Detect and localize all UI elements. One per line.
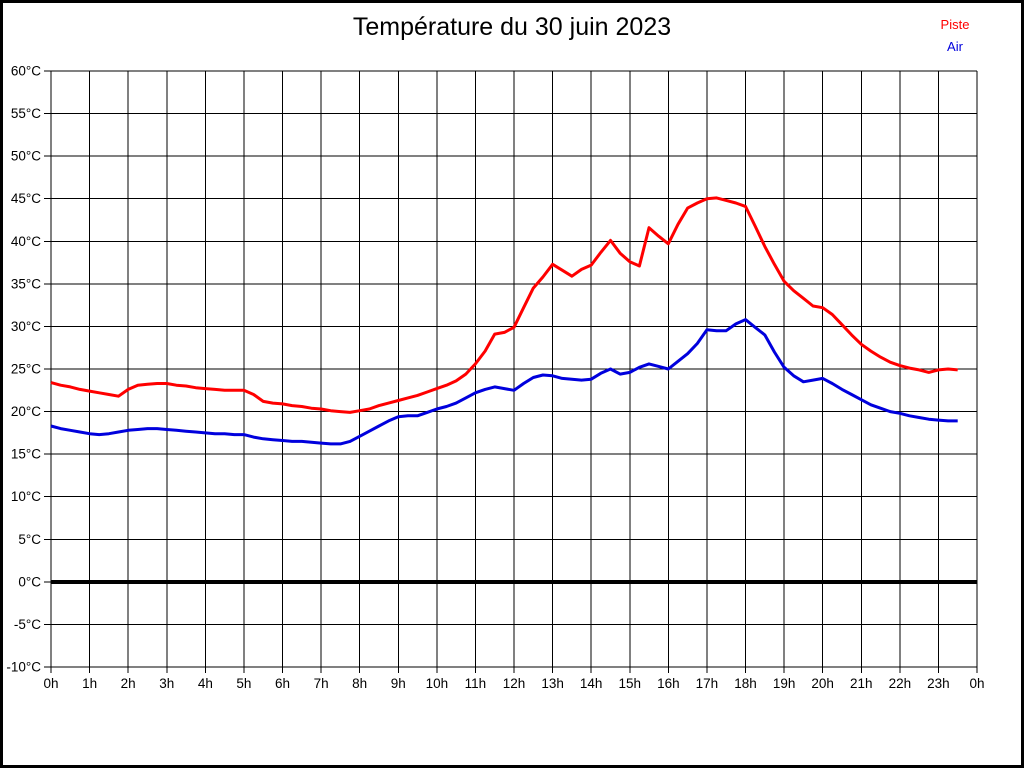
y-axis-tick-label: 50°C bbox=[11, 149, 41, 164]
chart-title: Température du 30 juin 2023 bbox=[352, 13, 672, 41]
x-axis-tick-label: 21h bbox=[850, 676, 873, 691]
y-axis-tick-label: 35°C bbox=[11, 276, 41, 291]
x-axis-tick-label: 11h bbox=[465, 676, 487, 691]
grid bbox=[44, 70, 978, 673]
y-axis-tick-label: -10°C bbox=[6, 660, 41, 675]
x-axis-tick-label: 12h bbox=[503, 676, 526, 691]
x-axis-tick-label: 18h bbox=[734, 676, 757, 691]
axis-labels: 0h 1h 2h 3h 4h 5h 6h 7h 8h 9h 10h 11h 12h 13h 14h 15h 16… bbox=[6, 64, 984, 692]
chart-legend: Piste Air bbox=[923, 14, 987, 58]
x-axis-tick-label: 3h bbox=[159, 676, 174, 691]
air-line bbox=[50, 318, 958, 446]
x-axis-tick-label: 2h bbox=[121, 676, 136, 691]
x-axis-tick-label: 14h bbox=[580, 676, 603, 691]
x-axis-tick-label: 0h bbox=[43, 676, 58, 691]
y-axis-tick-label: 55°C bbox=[11, 106, 41, 121]
piste-line bbox=[50, 196, 958, 414]
legend-item-air: Air bbox=[947, 39, 963, 54]
x-axis-tick-label: 6h bbox=[275, 676, 290, 691]
x-axis-tick-label: 13h bbox=[541, 676, 564, 691]
x-axis-tick-label: 20h bbox=[811, 676, 834, 691]
x-axis-tick-label: 19h bbox=[773, 676, 796, 691]
x-axis-tick-label: 0h bbox=[969, 676, 984, 691]
x-axis-tick-label: 7h bbox=[314, 676, 329, 691]
temperature-line-chart: 0h 1h 2h 3h 4h 5h 6h 7h 8h 9h 10h 11h 12h 13h 14h 15h 16… bbox=[6, 64, 984, 692]
x-axis-tick-label: 23h bbox=[927, 676, 950, 691]
x-axis-tick-label: 5h bbox=[236, 676, 251, 691]
y-axis-tick-label: 15°C bbox=[11, 447, 41, 462]
x-axis-tick-label: 8h bbox=[352, 676, 367, 691]
y-axis-tick-label: 20°C bbox=[11, 404, 41, 419]
y-axis-tick-label: 60°C bbox=[11, 64, 41, 79]
x-axis-tick-label: 16h bbox=[657, 676, 680, 691]
y-axis-tick-label: -5°C bbox=[14, 617, 41, 632]
x-axis-tick-label: 15h bbox=[618, 676, 641, 691]
x-axis-tick-label: 17h bbox=[696, 676, 719, 691]
y-axis-tick-label: 10°C bbox=[11, 489, 41, 504]
x-axis-tick-label: 10h bbox=[426, 676, 449, 691]
y-axis-tick-label: 30°C bbox=[11, 319, 41, 334]
x-axis-tick-label: 1h bbox=[82, 676, 97, 691]
y-axis-tick-label: 40°C bbox=[11, 234, 41, 249]
y-axis-tick-label: 45°C bbox=[11, 191, 41, 206]
x-axis-tick-label: 22h bbox=[889, 676, 912, 691]
y-axis-tick-label: 25°C bbox=[11, 362, 41, 377]
legend-item-piste: Piste bbox=[940, 17, 970, 32]
y-axis-tick-label: 0°C bbox=[18, 574, 41, 589]
x-axis-tick-label: 9h bbox=[391, 676, 406, 691]
y-axis-tick-label: 5°C bbox=[18, 532, 41, 547]
x-axis-tick-label: 4h bbox=[198, 676, 213, 691]
